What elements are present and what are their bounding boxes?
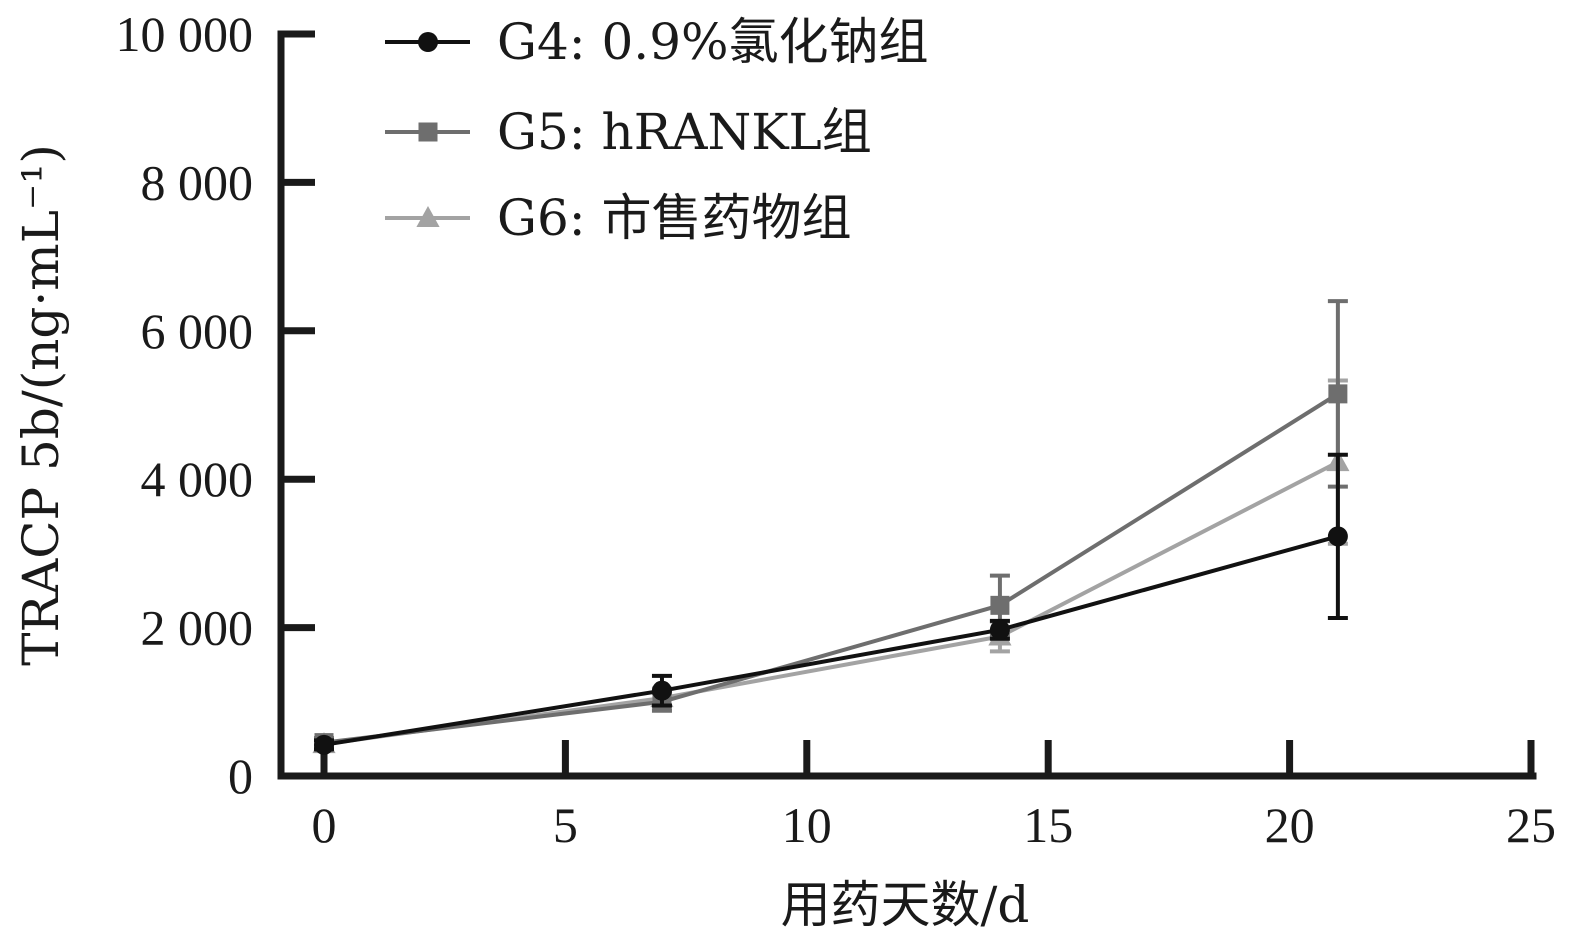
legend-item: G6: 市售药物组: [385, 189, 852, 247]
legend-item: G5: hRANKL组: [385, 103, 872, 161]
axes: [277, 30, 1537, 780]
data-point: [651, 680, 672, 701]
y-tick-label: 4 000: [141, 451, 254, 507]
y-tick-label: 6 000: [141, 303, 254, 359]
x-axis-title: 用药天数/d: [781, 876, 1030, 934]
y-axis-title: TRACP 5b/(ng·mL⁻¹): [12, 144, 70, 666]
series-line: [323, 392, 1339, 745]
legend-label: G6: 市售药物组: [497, 189, 852, 247]
series-triangle: [312, 378, 1350, 754]
data-point: [990, 595, 1010, 615]
x-tick-label: 20: [1265, 797, 1315, 853]
legend-label: G4: 0.9%氯化钠组: [497, 13, 929, 71]
series-circle: [314, 452, 1348, 755]
series-line: [323, 460, 1339, 747]
data-point: [989, 619, 1010, 640]
legend-marker: [418, 32, 438, 52]
x-tick-label: 5: [553, 797, 578, 853]
data-point: [314, 734, 334, 755]
x-tick-label: 0: [312, 797, 337, 853]
series-line: [323, 534, 1339, 747]
data-point: [1328, 384, 1348, 404]
x-tick-label: 25: [1506, 797, 1556, 853]
x-tick-label: 15: [1023, 797, 1073, 853]
y-tick-label: 8 000: [141, 154, 254, 210]
data-point: [1327, 526, 1348, 547]
legend: G4: 0.9%氯化钠组 G5: hRANKL组 G6: 市售药物组: [385, 13, 929, 247]
series-square: [314, 299, 1348, 753]
legend-label: G5: hRANKL组: [497, 103, 872, 161]
series-group: [312, 299, 1350, 755]
y-tick-label: 2 000: [141, 600, 254, 656]
y-tick-label: 10 000: [116, 6, 254, 62]
legend-marker: [418, 122, 438, 142]
x-tick-label: 10: [782, 797, 832, 853]
axis-ticks: 0 2 000 4 000 6 000 8 000 10 000 0 5 10 15 20 25: [116, 6, 1557, 853]
legend-item: G4: 0.9%氯化钠组: [385, 13, 929, 71]
legend-marker: [416, 206, 440, 227]
y-tick-label: 0: [228, 748, 253, 804]
